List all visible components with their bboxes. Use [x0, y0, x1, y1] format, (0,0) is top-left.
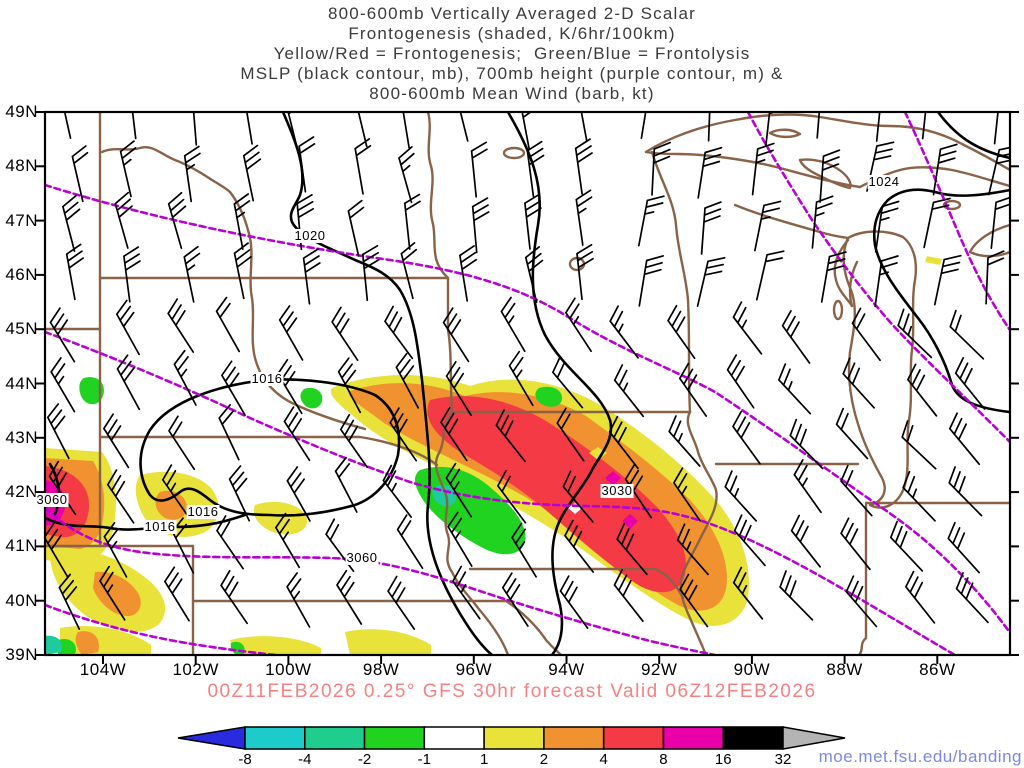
- colorbar-tick-label: 8: [659, 751, 668, 768]
- lon-tick-label: 98W: [362, 660, 400, 679]
- lat-tick-label: 40N: [5, 590, 38, 610]
- height-contours: [46, 113, 1009, 654]
- lon-tick-label: 88W: [826, 660, 863, 679]
- lon-tick-label: 92W: [640, 660, 678, 679]
- contour-value-label: 3060: [35, 492, 69, 507]
- contour-value-label: 1020: [293, 228, 327, 243]
- colorbar-tick-label: -1: [417, 751, 431, 768]
- contour-value-label: 1016: [250, 371, 284, 386]
- lon-tick-label: 94W: [548, 660, 585, 679]
- contour-value-label: 1024: [867, 174, 901, 189]
- lat-tick-label: 48N: [5, 156, 38, 176]
- lon-tick-label: 104W: [79, 660, 127, 679]
- credit-link[interactable]: moe.met.fsu.edu/banding: [818, 747, 1022, 766]
- contour-value-label: 3030: [600, 483, 634, 498]
- colorbar-tick-label: 4: [599, 751, 608, 768]
- colorbar-tick-label: -8: [238, 751, 252, 768]
- colorbar: [177, 726, 846, 750]
- lat-tick-label: 42N: [5, 482, 38, 502]
- colorbar-tick-label: 32: [774, 751, 792, 768]
- colorbar-tick-label: 1: [479, 751, 489, 768]
- lat-tick-label: 44N: [5, 373, 38, 393]
- lon-tick-label: 100W: [265, 660, 312, 679]
- contour-value-label: 1016: [186, 504, 220, 519]
- lat-tick-label: 39N: [5, 645, 38, 664]
- title-line-1: 800-600mb Vertically Averaged 2-D Scalar: [327, 4, 697, 23]
- title-line-5: 800-600mb Mean Wind (barb, kt): [369, 84, 655, 103]
- contour-value-label: 3060: [345, 550, 379, 565]
- lat-tick-label: 43N: [5, 427, 38, 447]
- title-line-2: Frontogenesis (shaded, K/6hr/100km): [348, 24, 676, 43]
- forecast-valid-text: 00Z11FEB2026 0.25° GFS 30hr forecast Val…: [207, 681, 817, 702]
- lon-tick-label: 86W: [919, 660, 956, 679]
- colorbar-tick-label: -4: [298, 751, 312, 768]
- lat-tick-label: 41N: [5, 536, 38, 556]
- lon-tick-label: 96W: [455, 660, 493, 679]
- lat-tick-label: 45N: [5, 319, 38, 339]
- colorbar-tick-label: -2: [357, 751, 372, 768]
- axis-ticks: [36, 111, 1019, 664]
- lat-tick-label: 47N: [5, 210, 38, 230]
- lon-tick-label: 90W: [733, 660, 771, 679]
- wind-barbs: [46, 113, 1009, 630]
- contour-value-label: 1016: [143, 519, 177, 534]
- title-line-3: Yellow/Red = Frontogenesis; Green/Blue =…: [273, 44, 751, 63]
- lat-tick-label: 49N: [5, 102, 38, 121]
- title-line-4: MSLP (black contour, mb), 700mb height (…: [240, 64, 784, 83]
- lon-tick-label: 102W: [172, 660, 219, 679]
- colorbar-tick-label: 16: [714, 751, 732, 768]
- lat-tick-label: 46N: [5, 264, 38, 284]
- colorbar-tick-label: 2: [539, 751, 549, 768]
- chart-title: 800-600mb Vertically Averaged 2-D Scalar…: [0, 4, 1024, 104]
